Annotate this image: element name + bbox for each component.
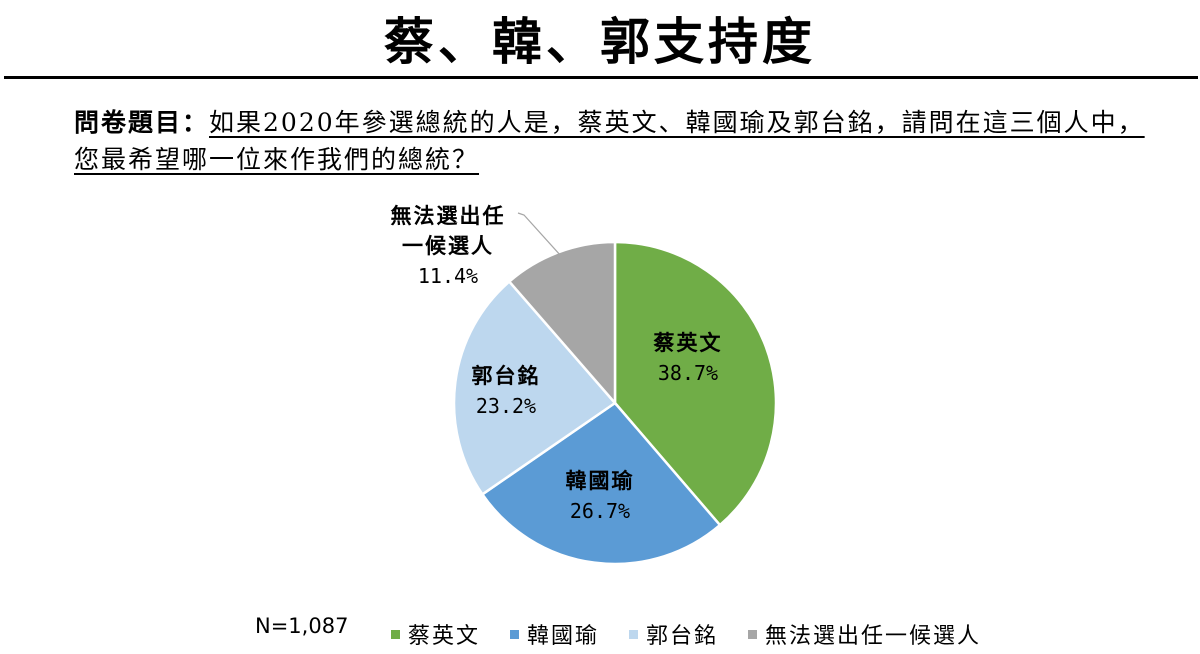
- question-text: 如果2020年參選總統的人是，蔡英文、韓國瑜及郭台銘，請問在這三個人中，您最希望…: [74, 108, 1145, 174]
- page-title: 蔡、韓、郭支持度: [384, 12, 816, 71]
- pie-slice-kuo: [452, 279, 617, 497]
- pie-slice-han: [480, 401, 722, 566]
- legend-item-none: 無法選出任一候選人: [748, 618, 981, 650]
- data-label-value-han: 26.7%: [570, 499, 630, 523]
- data-label-name-tsai: 蔡英文: [654, 330, 723, 355]
- question-label: 問卷題目：: [74, 108, 210, 137]
- legend-label-han: 韓國瑜: [527, 624, 600, 649]
- data-label-name-kuo: 郭台銘: [472, 363, 541, 388]
- pie-slice-none: [507, 240, 617, 407]
- data-label-value-none: 11.4%: [418, 264, 478, 288]
- data-label-value-tsai: 38.7%: [658, 361, 718, 385]
- legend-swatch-tsai: [391, 629, 400, 639]
- data-label-name-none-1: 一候選人: [402, 233, 494, 258]
- legend-items: 蔡英文 韓國瑜 郭台銘 無法選出任一候選人: [391, 618, 1011, 650]
- legend-item-han: 韓國瑜: [510, 618, 599, 650]
- pie-slices: [452, 240, 778, 566]
- legend-swatch-kuo: [629, 629, 639, 639]
- legend: N=1,087 蔡英文 韓國瑜 郭台銘 無法選出任一候選人: [255, 614, 1155, 650]
- data-label-name-none-0: 無法選出任: [391, 203, 506, 228]
- question-block: 問卷題目：如果2020年參選總統的人是，蔡英文、韓國瑜及郭台銘，請問在這三個人中…: [74, 104, 1154, 178]
- legend-label-kuo: 郭台銘: [646, 624, 719, 649]
- legend-swatch-none: [748, 629, 758, 639]
- data-label-name-han: 韓國瑜: [566, 468, 635, 493]
- legend-label-none: 無法選出任一候選人: [765, 624, 982, 649]
- legend-item-kuo: 郭台銘: [629, 618, 718, 650]
- title-divider: [4, 76, 1198, 79]
- sample-size-label: N=1,087: [255, 614, 349, 638]
- data-label-value-kuo: 23.2%: [476, 394, 536, 418]
- pie-slice-tsai: [613, 240, 778, 527]
- legend-swatch-han: [510, 629, 520, 639]
- pie-data-labels: 蔡英文 38.7% 韓國瑜 26.7% 郭台銘 23.2% 無法選出任一候選人 11.4%: [391, 203, 723, 523]
- legend-label-tsai: 蔡英文: [408, 624, 481, 649]
- legend-item-tsai: 蔡英文: [391, 618, 480, 650]
- leader-line-none: [517, 212, 560, 255]
